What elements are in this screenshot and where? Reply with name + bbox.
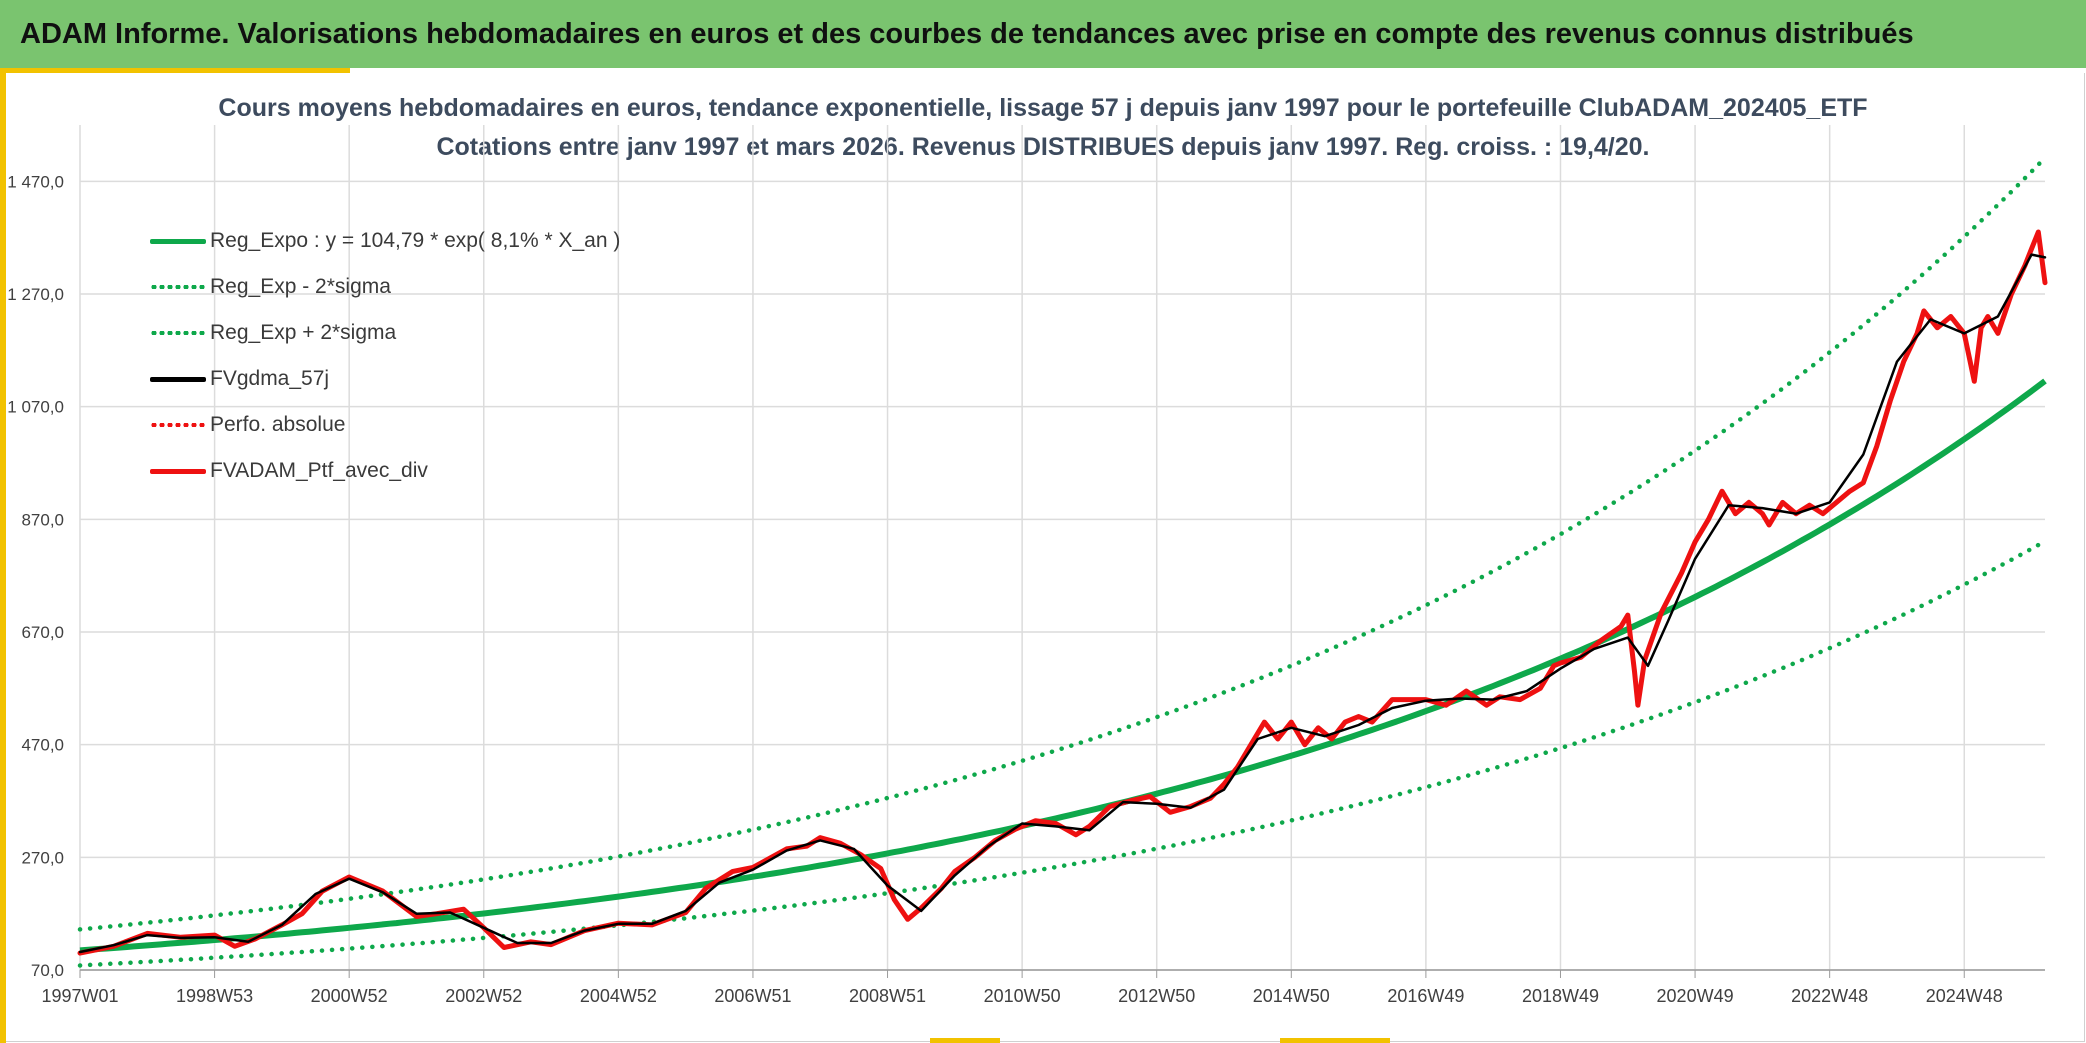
x-tick-label: 2000W52 [311, 986, 388, 1006]
reg-exp-minus-2sigma-line [77, 538, 2048, 968]
legend-item-reg-exp-plus: Reg_Exp + 2*sigma [150, 310, 620, 356]
legend-item-reg-exp-minus: Reg_Exp - 2*sigma [150, 264, 620, 310]
x-tick-label: 2012W50 [1118, 986, 1195, 1006]
y-tick-label: 1 270,0 [7, 285, 64, 304]
axes: 70,0 270,0 470,0 670,0 870,0 1 070,0 1 270,0 1 … [7, 172, 2045, 1006]
fvgdma-57j-line [78, 253, 2047, 954]
accent-bar-top [0, 68, 350, 73]
gridlines [79, 125, 2045, 971]
page-banner: ADAM Informe. Valorisations hebdomadaire… [0, 0, 2086, 68]
x-tick-label: 2024W48 [1926, 986, 2003, 1006]
legend-swatch-reg-expo [150, 236, 206, 246]
legend-item-fvgdma: FVgdma_57j [150, 356, 620, 402]
chart-frame [6, 73, 2085, 1042]
accent-bar-bottom [930, 1038, 1000, 1043]
legend-swatch-fvgdma [150, 374, 206, 384]
y-tick-label: 670,0 [21, 623, 64, 642]
reg-exp-plus-2sigma-line [77, 155, 2048, 932]
y-tick-label: 1 470,0 [7, 172, 64, 191]
page-title: ADAM Informe. Valorisations hebdomadaire… [20, 17, 1914, 50]
x-tick-label: 2002W52 [445, 986, 522, 1006]
legend-label: Perfo. absolue [210, 413, 346, 436]
x-tick-label: 2010W50 [984, 986, 1061, 1006]
x-tick-label: 2022W48 [1791, 986, 1868, 1006]
reg-expo-line [79, 378, 2047, 954]
y-tick-label: 70,0 [31, 961, 64, 980]
legend-swatch-reg-exp-plus [150, 328, 206, 338]
accent-bar-left [0, 68, 6, 1043]
legend-label: Reg_Exp - 2*sigma [210, 275, 391, 298]
y-tick-label: 270,0 [21, 848, 64, 867]
x-tick-label: 2014W50 [1253, 986, 1330, 1006]
x-tick-label: 2004W52 [580, 986, 657, 1006]
legend-label: FVgdma_57j [210, 367, 330, 390]
legend-item-perfo-absolue: Perfo. absolue [150, 402, 620, 448]
legend-swatch-fvadam-ptf [150, 466, 206, 476]
x-tick-label: 1997W01 [41, 986, 118, 1006]
chart-subtitle: Cotations entre janv 1997 et mars 2026. … [436, 133, 1650, 161]
legend-label: FVADAM_Ptf_avec_div [210, 459, 428, 482]
legend-label: Reg_Exp + 2*sigma [210, 321, 397, 344]
legend-label: Reg_Expo : y = 104,79 * exp( 8,1% * X_an… [210, 229, 621, 252]
x-tick-label: 2020W49 [1657, 986, 1734, 1006]
x-tick-label: 2006W51 [714, 986, 791, 1006]
legend-item-reg-expo: Reg_Expo : y = 104,79 * exp( 8,1% * X_an… [150, 218, 620, 264]
chart-title: Cours moyens hebdomadaires en euros, ten… [218, 94, 1868, 122]
chart-legend: Reg_Expo : y = 104,79 * exp( 8,1% * X_an… [150, 218, 620, 494]
legend-swatch-perfo-absolue [150, 420, 206, 430]
y-tick-label: 870,0 [21, 510, 64, 529]
legend-item-fvadam-ptf: FVADAM_Ptf_avec_div [150, 448, 620, 494]
legend-swatch-reg-exp-minus [150, 282, 206, 292]
x-tick-label: 1998W53 [176, 986, 253, 1006]
series [77, 155, 2048, 968]
y-tick-label: 470,0 [21, 736, 64, 755]
y-tick-label: 1 070,0 [7, 398, 64, 417]
x-tick-label: 2018W49 [1522, 986, 1599, 1006]
x-tick-label: 2008W51 [849, 986, 926, 1006]
x-tick-label: 2016W49 [1387, 986, 1464, 1006]
accent-bar-bottom [1280, 1038, 1390, 1043]
